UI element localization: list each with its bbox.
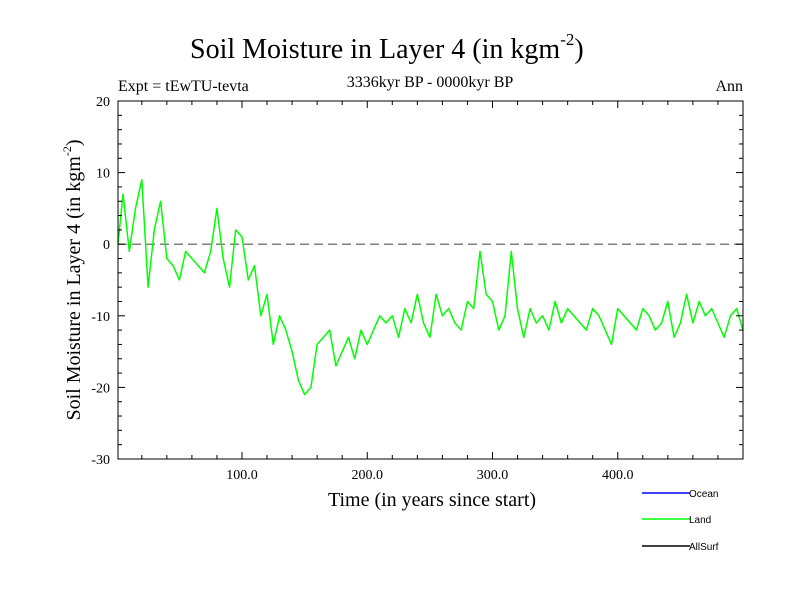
plot-frame xyxy=(117,100,744,460)
chart-title-sup: -2 xyxy=(560,30,574,49)
legend-label-allsurf: AllSurf xyxy=(689,542,719,553)
chart-title-main: Soil Moisture in Layer 4 (in kgm xyxy=(190,34,560,65)
series-line-land xyxy=(117,179,744,396)
y-axis-label: Soil Moisture in Layer 4 (in kgm-2) xyxy=(60,139,85,420)
x-tick-label: 300.0 xyxy=(477,468,509,483)
x-axis-label: Time (in years since start) xyxy=(328,489,536,511)
y-tick-label: -30 xyxy=(91,453,110,468)
y-tick-label: 0 xyxy=(103,238,110,253)
legend-label-ocean: Ocean xyxy=(689,489,718,500)
x-tick-label: 100.0 xyxy=(226,468,258,483)
y-tick-label: -20 xyxy=(91,381,110,396)
y-tick-label: -10 xyxy=(91,310,110,325)
chart-title-close: ) xyxy=(574,34,583,65)
y-axis-label-main: Soil Moisture in Layer 4 (in kgm xyxy=(63,156,85,421)
y-tick-label: 10 xyxy=(96,167,110,182)
x-tick-label: 200.0 xyxy=(351,468,383,483)
y-axis-label-sup: -2 xyxy=(60,146,74,156)
chart-title: Soil Moisture in Layer 4 (in kgm-2) xyxy=(190,30,584,65)
legend-label-land: Land xyxy=(689,515,711,526)
season-label: Ann xyxy=(715,78,743,95)
time-range-subtitle: 3336kyr BP - 0000kyr BP xyxy=(347,74,514,91)
x-tick-label: 400.0 xyxy=(602,468,634,483)
y-tick-label: 20 xyxy=(96,95,110,110)
experiment-label: Expt = tEwTU-tevta xyxy=(118,78,249,95)
y-axis-label-close: ) xyxy=(63,139,85,146)
